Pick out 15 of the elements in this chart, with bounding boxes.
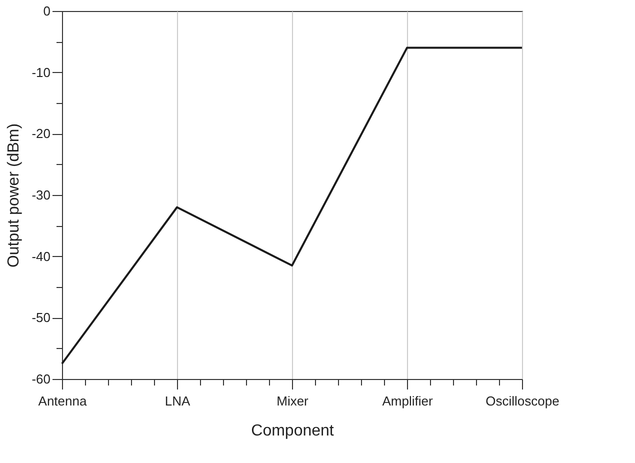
y-tick-label: -40 (32, 248, 50, 264)
y-tick-label: -10 (32, 64, 50, 80)
x-tick-label: Antenna (38, 394, 88, 408)
x-tick-label: Mixer (276, 394, 310, 408)
x-axis-title: Component (251, 422, 334, 440)
y-tick-label: 0 (43, 4, 50, 18)
y-tick-label: -20 (32, 126, 50, 142)
line-series (61, 46, 523, 365)
x-tick-label: Oscilloscope (486, 394, 560, 408)
y-axis-title: Output power (dBm) (6, 123, 23, 268)
y-tick-label: -60 (32, 372, 50, 386)
y-tick-label: -30 (32, 188, 50, 202)
y-tick-label: -50 (32, 310, 50, 326)
x-tick-label: Amplifier (382, 394, 434, 408)
x-tick-label: LNA (164, 394, 190, 408)
